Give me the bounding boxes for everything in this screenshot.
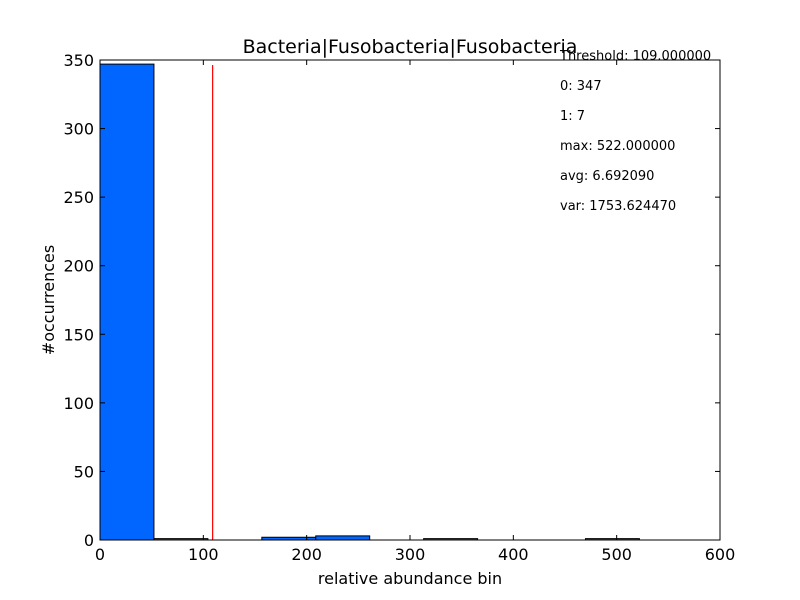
y-tick-label-7: 350 xyxy=(63,51,94,70)
y-tick-label-4: 200 xyxy=(63,257,94,276)
chart-title: Bacteria|Fusobacteria|Fusobacteria xyxy=(243,36,578,58)
stat-annotation-5: var: 1753.624470 xyxy=(560,199,676,214)
x-tick-label-3: 300 xyxy=(395,545,426,564)
x-tick-label-5: 500 xyxy=(601,545,632,564)
y-tick-label-0: 0 xyxy=(84,531,94,550)
stat-annotation-1: 0: 347 xyxy=(560,79,602,94)
stat-annotation-3: max: 522.000000 xyxy=(560,139,675,154)
y-tick-label-3: 150 xyxy=(63,325,94,344)
y-tick-label-2: 100 xyxy=(63,394,94,413)
ticks-group: 0 100 200 300 400 500 600 0 50 100 150 200 250 300 350 xyxy=(63,51,735,564)
y-tick-label-6: 300 xyxy=(63,120,94,139)
x-tick-label-1: 100 xyxy=(188,545,219,564)
histogram-bar-0 xyxy=(99,63,155,541)
y-tick-label-5: 250 xyxy=(63,188,94,207)
stat-annotation-0: Threshold: 109.000000 xyxy=(559,49,711,64)
x-tick-label-0: 0 xyxy=(95,545,105,564)
x-axis-label: relative abundance bin xyxy=(318,569,502,588)
stat-annotation-4: avg: 6.692090 xyxy=(560,169,654,184)
y-tick-label-1: 50 xyxy=(74,462,94,481)
stats-annotations: Threshold: 109.000000 0: 347 1: 7 max: 522.… xyxy=(559,49,711,214)
bars-group xyxy=(99,63,640,541)
x-tick-label-2: 200 xyxy=(291,545,322,564)
x-tick-label-6: 600 xyxy=(705,545,736,564)
histogram-bar-4 xyxy=(315,535,371,541)
stat-annotation-2: 1: 7 xyxy=(560,109,585,124)
x-tick-label-4: 400 xyxy=(498,545,529,564)
y-axis-label: #occurrences xyxy=(39,245,58,355)
